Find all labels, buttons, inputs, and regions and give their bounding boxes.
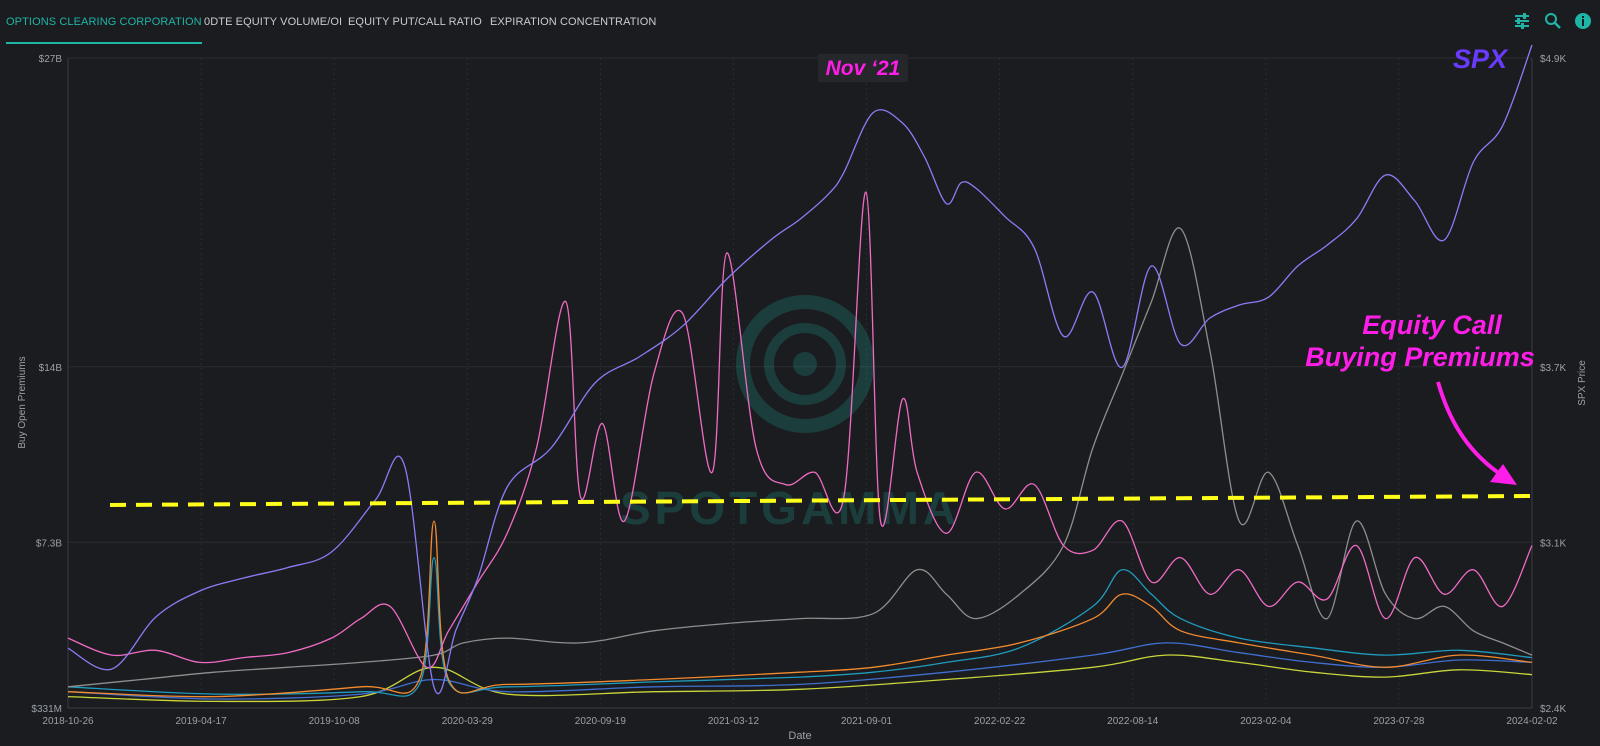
x-tick-label: 2022-08-14	[1107, 716, 1159, 727]
series-line-3	[67, 520, 1533, 698]
peak-label: Nov ‘21	[826, 57, 901, 80]
y-right-axis-title: SPX Price	[1577, 360, 1588, 406]
y-right-tick-label: $4.9K	[1540, 54, 1566, 65]
y-right-tick-label: $2.4K	[1540, 704, 1566, 715]
info-icon[interactable]	[1573, 11, 1593, 31]
x-tick-label: 2020-03-29	[442, 716, 494, 727]
chart-area: SPOTGAMMA 2018-10-26 2019-04-17 2019-10-08…	[0, 44, 1600, 742]
tab-equity-put-call-ratio[interactable]: EQUITY PUT/CALL RATIO	[348, 16, 482, 28]
peak-label-background	[818, 54, 908, 82]
x-tick-label: 2023-02-04	[1240, 716, 1292, 727]
x-tick-label: 2024-02-02	[1506, 716, 1558, 727]
chart-series	[67, 44, 1533, 703]
tab-0dte-equity-volume-oi[interactable]: 0DTE EQUITY VOLUME/OI	[204, 16, 343, 28]
y-right-tick-label: $3.7K	[1540, 363, 1566, 374]
x-tick-label: 2021-09-01	[841, 716, 893, 727]
x-tick-label: 2022-02-22	[974, 716, 1026, 727]
y-left-axis-title: Buy Open Premiums	[17, 356, 28, 448]
annotation-arrowhead	[1490, 464, 1517, 485]
x-tick-label: 2019-04-17	[176, 716, 228, 727]
spx-label: SPX	[1453, 44, 1509, 74]
x-tick-label: 2023-07-28	[1373, 716, 1425, 727]
tab-options-clearing-corporation[interactable]: OPTIONS CLEARING CORPORATION	[6, 0, 202, 44]
y-left-tick-label: $7.3B	[36, 538, 62, 549]
chart-grid	[67, 57, 1533, 709]
chart-svg: SPOTGAMMA 2018-10-26 2019-04-17 2019-10-08…	[17, 44, 1588, 742]
watermark-logo: SPOTGAMMA	[620, 295, 960, 534]
tab-expiration-concentration[interactable]: EXPIRATION CONCENTRATION	[490, 16, 657, 28]
y-left-tick-label: $27B	[39, 54, 63, 65]
top-nav: OPTIONS CLEARING CORPORATION 0DTE EQUITY…	[0, 0, 1600, 44]
series-line-5	[67, 642, 1533, 700]
x-tick-label: 2018-10-26	[42, 716, 94, 727]
y-right-tick-label: $3.1K	[1540, 538, 1566, 549]
search-icon[interactable]	[1543, 11, 1563, 31]
x-tick-label: 2020-09-19	[575, 716, 627, 727]
call-label-line2: Buying Premiums	[1305, 342, 1535, 372]
x-tick-label: 2021-03-12	[708, 716, 760, 727]
y-left-tick-label: $331M	[31, 704, 62, 715]
annotation-arrow	[1436, 381, 1505, 478]
series-line-equity-call-buying-premiums	[67, 191, 1533, 669]
series-line-2	[67, 227, 1533, 688]
threshold-dashed-line	[109, 494, 1531, 507]
call-label-line1: Equity Call	[1362, 310, 1502, 340]
series-line-6	[67, 654, 1533, 703]
chart-axes: 2018-10-26 2019-04-17 2019-10-08 2020-03-29…	[17, 54, 1588, 742]
x-tick-label: 2019-10-08	[309, 716, 361, 727]
series-line-spx	[67, 44, 1533, 695]
watermark-text: SPOTGAMMA	[620, 482, 960, 534]
sliders-icon[interactable]	[1512, 11, 1532, 31]
y-left-tick-label: $14B	[39, 363, 63, 374]
series-line-4	[67, 556, 1533, 697]
x-axis-title: Date	[788, 730, 811, 741]
